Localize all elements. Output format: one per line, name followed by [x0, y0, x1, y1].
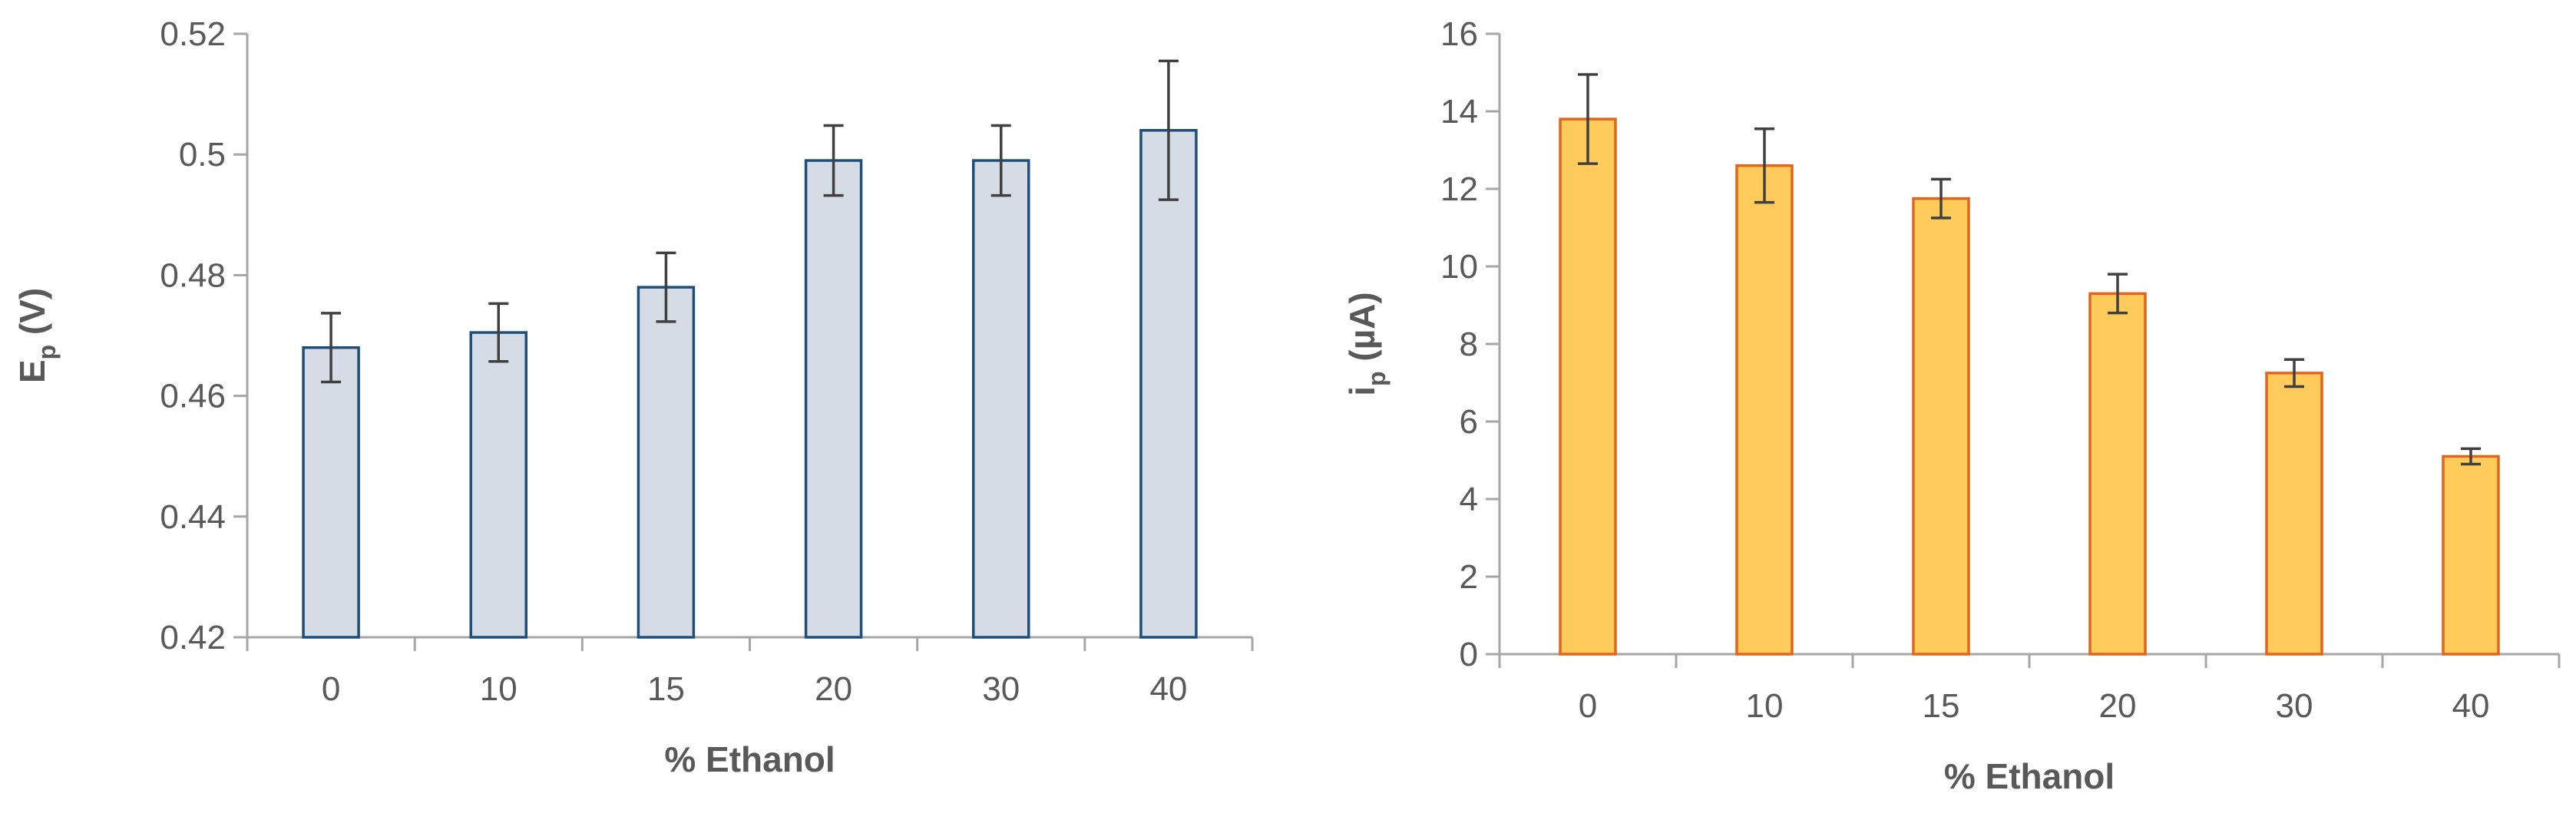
bar	[469, 331, 527, 639]
bar	[1735, 164, 1794, 656]
x-tick-label: 15	[647, 670, 685, 708]
y-axis-title-unit: (µA)	[1342, 292, 1382, 371]
bar	[302, 346, 360, 639]
y-tick-label: 0.48	[160, 256, 226, 294]
y-tick-label: 0.44	[160, 498, 226, 536]
chart-ep-vs-ethanol: 0.42 0.44 0.46 0.48 0.5 0.52 0 10 15 20 30 40 % Etha…	[12, 15, 1254, 779]
y-tick-label: 0	[1460, 636, 1478, 673]
bar	[1912, 197, 1970, 656]
y-axis-title-subscript: p	[1363, 371, 1391, 386]
y-tick-label: 14	[1440, 93, 1478, 131]
bar	[804, 159, 863, 639]
y-tick-label: 0.5	[179, 136, 226, 174]
y-tick-label: 0.42	[160, 619, 226, 656]
y-axis-title: ip (µA)	[1342, 292, 1391, 395]
x-tick-label: 0	[1579, 687, 1597, 725]
y-tick-label: 12	[1440, 170, 1478, 208]
y-axis-title-main: E	[12, 359, 52, 383]
y-tick-label: 0.52	[160, 15, 226, 53]
y-tick-label: 0.46	[160, 378, 226, 415]
bar	[2088, 292, 2147, 656]
bar	[2265, 372, 2323, 656]
bar	[1139, 129, 1198, 639]
x-tick-label: 20	[815, 670, 852, 708]
y-tick-label: 6	[1460, 403, 1478, 441]
x-tick-label: 10	[480, 670, 518, 708]
x-tick-label: 15	[1923, 687, 1960, 725]
y-axis-title-main: i	[1342, 386, 1382, 396]
y-tick-label: 10	[1440, 248, 1478, 286]
y-tick-label: 8	[1460, 326, 1478, 363]
x-tick-label: 0	[322, 670, 340, 708]
y-axis-title-unit: (V)	[12, 288, 52, 345]
x-tick-label: 40	[2452, 687, 2490, 725]
bar	[1559, 117, 1617, 656]
x-axis-title: % Ethanol	[1944, 756, 2115, 796]
x-axis-title: % Ethanol	[664, 739, 835, 779]
x-tick-label: 30	[982, 670, 1020, 708]
bar	[637, 286, 696, 639]
chart-ip-vs-ethanol: 0 2 4 6 8 10 12 14 16 0 10 15 20 30 40 % Ethanol ip (µA)	[1342, 15, 2561, 796]
bar	[972, 159, 1030, 639]
x-tick-label: 40	[1149, 670, 1187, 708]
x-tick-label: 20	[2099, 687, 2137, 725]
y-tick-label: 4	[1460, 481, 1478, 518]
y-axis-title-subscript: p	[33, 345, 61, 360]
y-tick-label: 16	[1440, 15, 1478, 53]
y-tick-label: 2	[1460, 558, 1478, 596]
x-tick-label: 10	[1746, 687, 1784, 725]
x-tick-label: 30	[2276, 687, 2313, 725]
bar	[2442, 455, 2500, 656]
y-axis-title: Ep (V)	[12, 288, 61, 383]
